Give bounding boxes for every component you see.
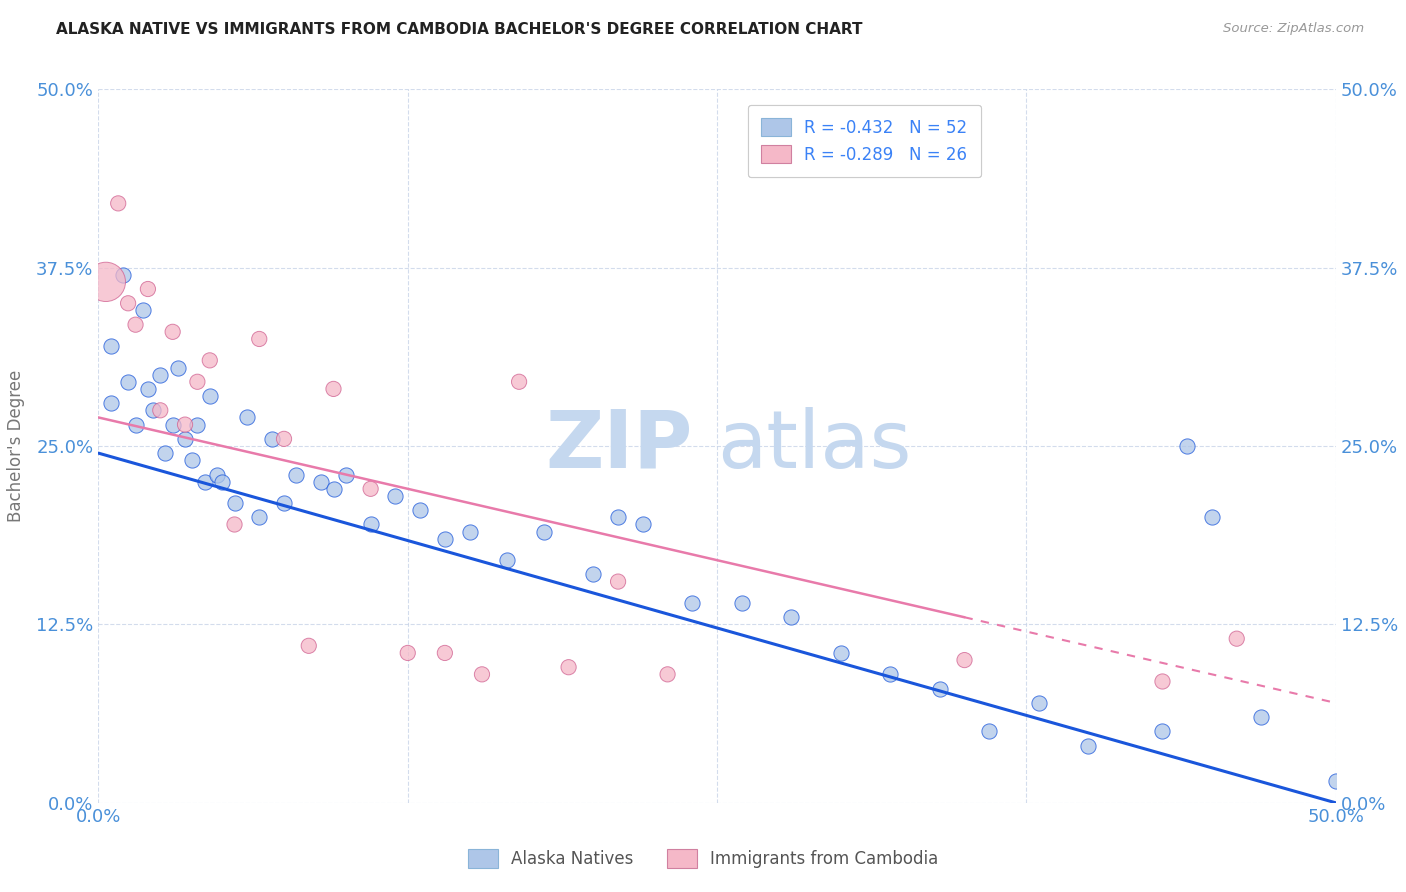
Point [360,517,382,532]
Point [1175,439,1198,453]
Point [384,489,406,503]
Point [198,389,221,403]
Point [409,503,432,517]
Point [285,467,308,482]
Point [132,303,155,318]
Point [681,596,703,610]
Point [979,724,1001,739]
Point [322,482,344,496]
Text: Source: ZipAtlas.com: Source: ZipAtlas.com [1223,22,1364,36]
Text: ALASKA NATIVE VS IMMIGRANTS FROM CAMBODIA BACHELOR'S DEGREE CORRELATION CHART: ALASKA NATIVE VS IMMIGRANTS FROM CAMBODI… [56,22,863,37]
Point [198,353,221,368]
Point [107,196,129,211]
Point [1077,739,1099,753]
Point [273,496,295,510]
Point [273,432,295,446]
Point [557,660,579,674]
Point [194,475,217,489]
Point [471,667,494,681]
Point [224,496,246,510]
Legend: Alaska Natives, Immigrants from Cambodia: Alaska Natives, Immigrants from Cambodia [461,843,945,875]
Point [136,282,159,296]
Point [458,524,481,539]
Point [186,417,208,432]
Text: atlas: atlas [717,407,911,485]
Point [1226,632,1249,646]
Point [582,567,605,582]
Point [211,475,233,489]
Point [224,517,246,532]
Point [830,646,852,660]
Point [100,339,122,353]
Point [136,382,159,396]
Point [928,681,950,696]
Point [162,325,184,339]
Point [657,667,679,681]
Point [309,475,332,489]
Point [186,375,208,389]
Point [149,403,172,417]
Point [360,482,382,496]
Point [335,467,357,482]
Point [149,368,172,382]
Point [607,510,630,524]
Point [780,610,803,624]
Point [205,467,228,482]
Point [100,396,122,410]
Point [247,510,270,524]
Point [1152,724,1174,739]
Point [155,446,177,460]
Point [260,432,283,446]
Point [607,574,630,589]
Point [1250,710,1272,724]
Point [142,403,165,417]
Y-axis label: Bachelor's Degree: Bachelor's Degree [7,370,25,522]
Point [181,453,204,467]
Point [166,360,188,375]
Point [495,553,517,567]
Point [124,318,146,332]
Point [879,667,901,681]
Point [162,417,184,432]
Point [953,653,976,667]
Point [247,332,270,346]
Point [433,532,456,546]
Legend: R = -0.432   N = 52, R = -0.289   N = 26: R = -0.432 N = 52, R = -0.289 N = 26 [748,104,981,177]
Point [94,275,117,289]
Point [508,375,530,389]
Point [174,417,197,432]
Point [124,417,146,432]
Point [298,639,321,653]
Point [396,646,419,660]
Point [1152,674,1174,689]
Point [236,410,259,425]
Point [433,646,456,660]
Point [1201,510,1223,524]
Point [731,596,754,610]
Point [112,268,135,282]
Point [322,382,344,396]
Point [117,375,139,389]
Point [1324,774,1347,789]
Point [533,524,555,539]
Point [117,296,139,310]
Text: ZIP: ZIP [546,407,692,485]
Point [1028,696,1050,710]
Point [174,432,197,446]
Point [631,517,654,532]
